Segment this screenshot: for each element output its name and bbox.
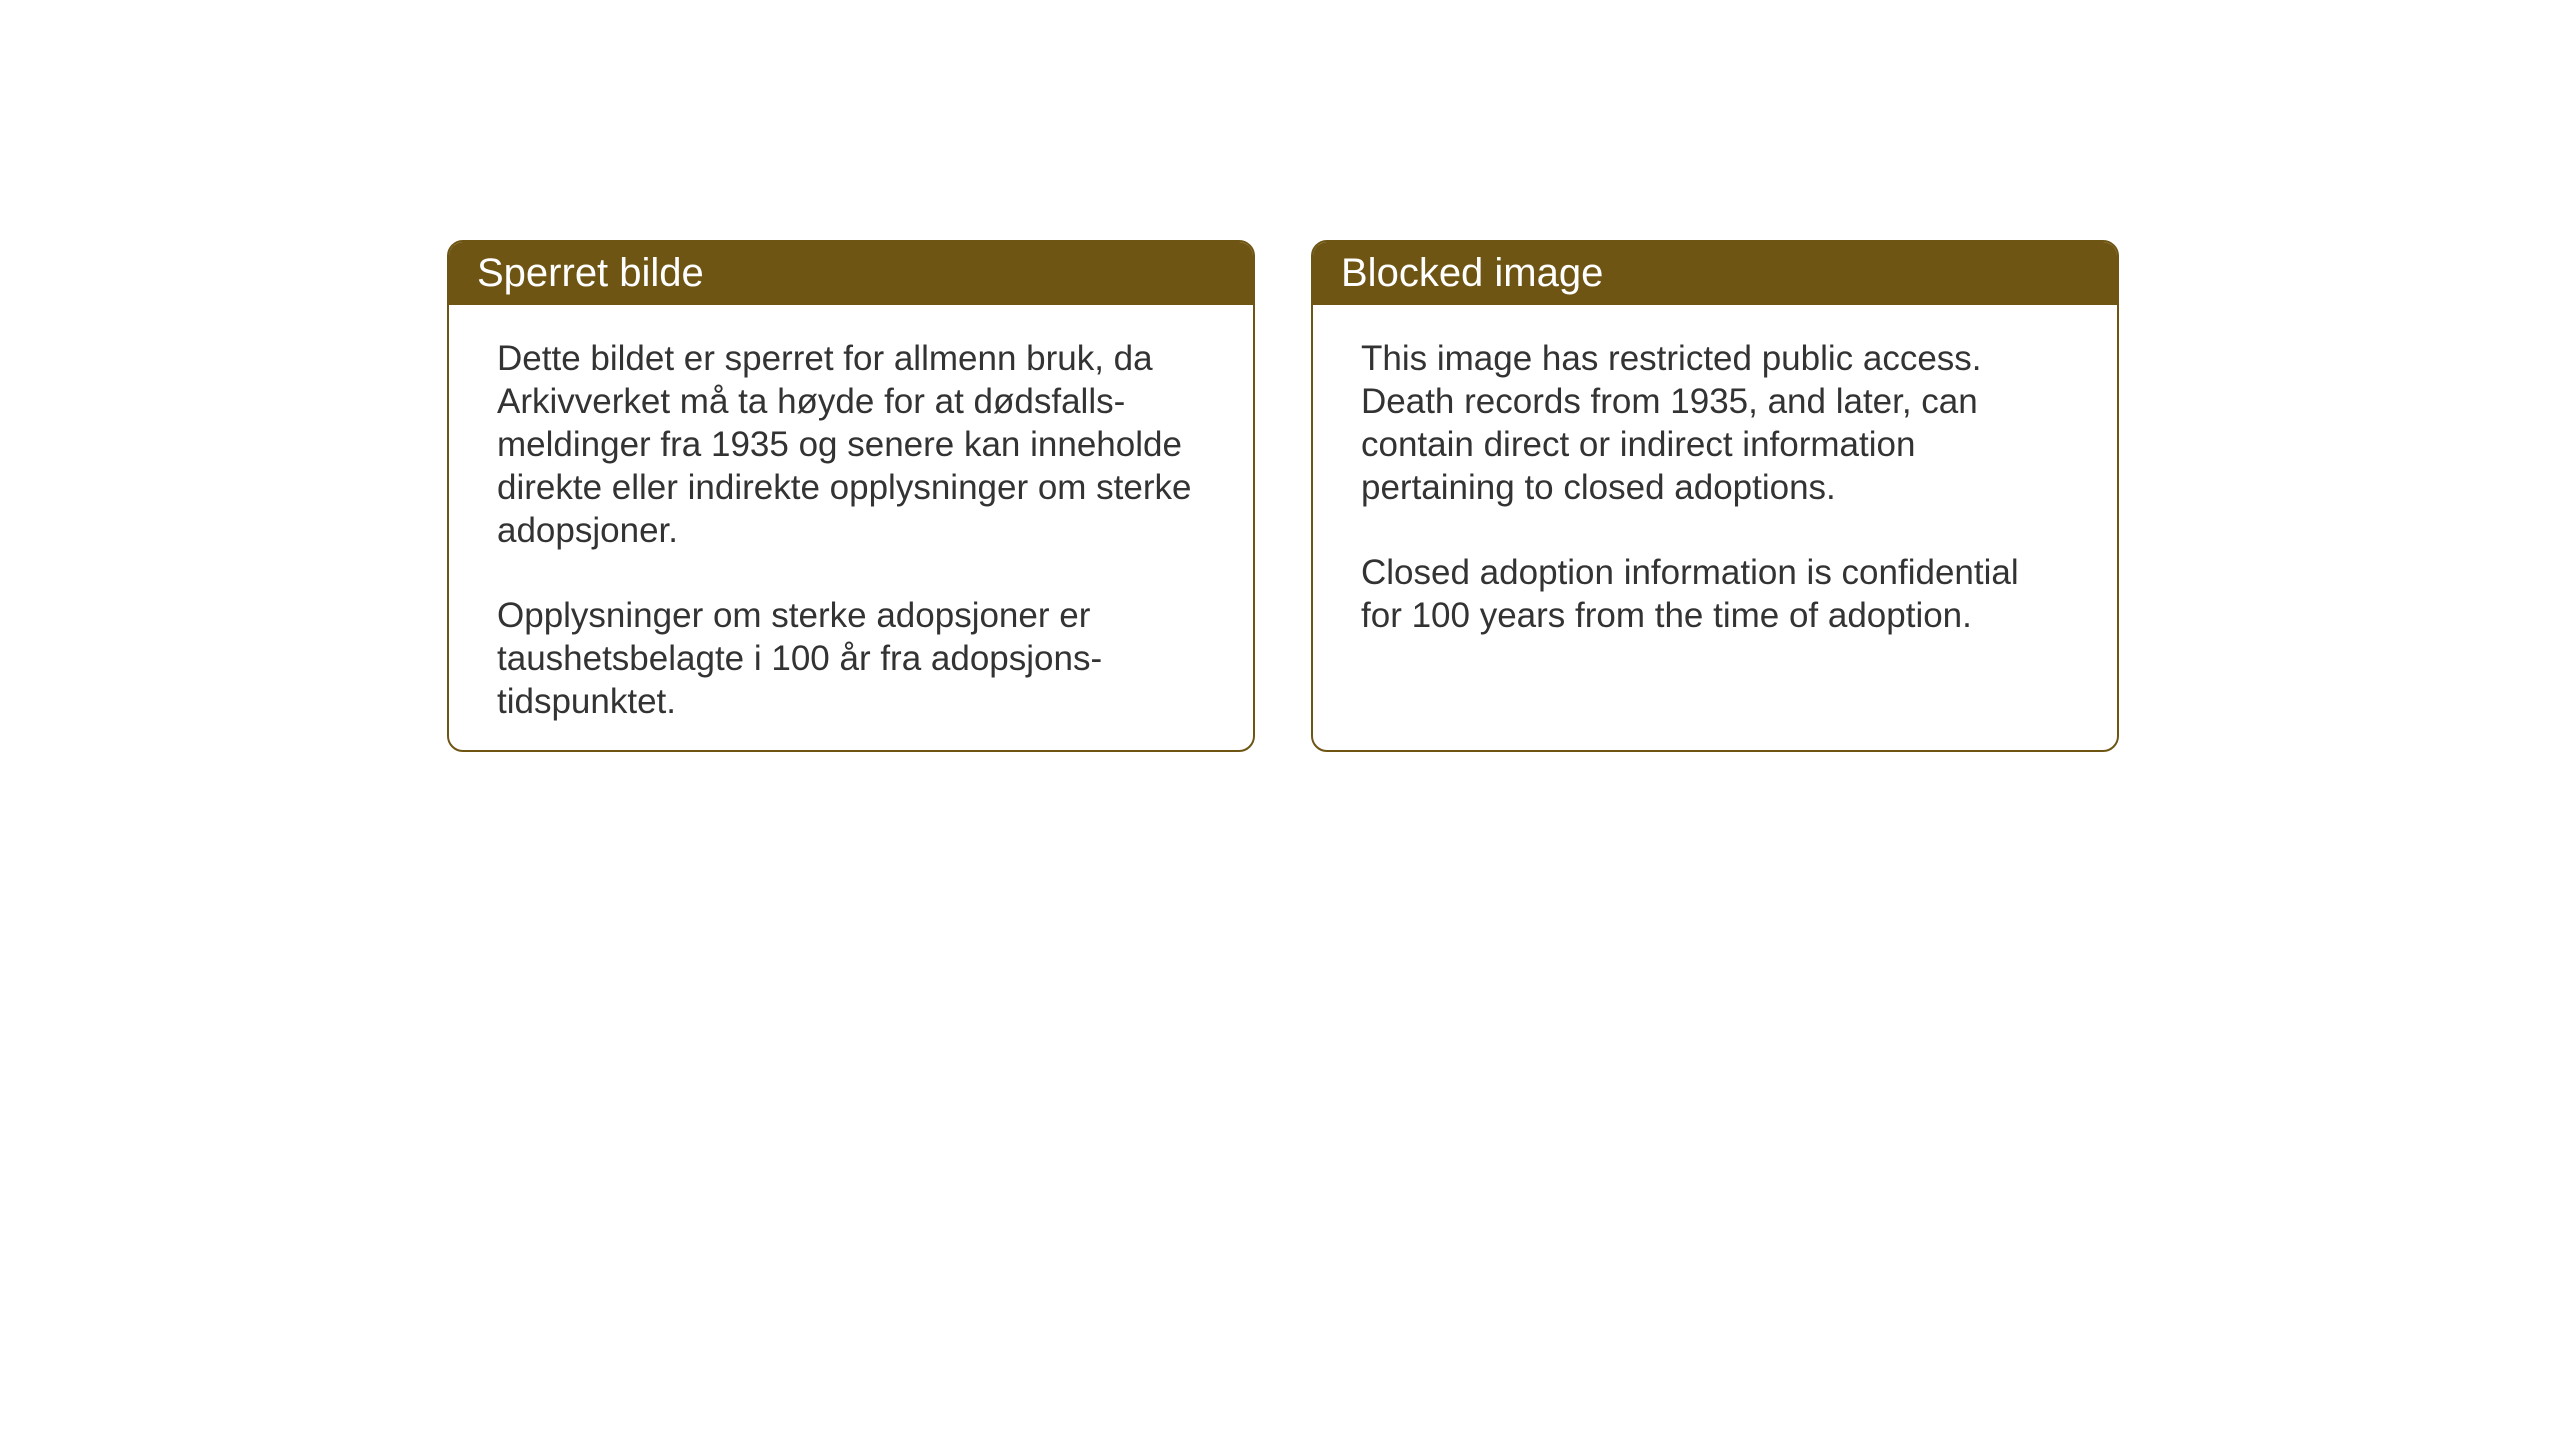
english-card-title: Blocked image bbox=[1313, 242, 2117, 305]
norwegian-card-body: Dette bildet er sperret for allmenn bruk… bbox=[449, 305, 1253, 752]
english-paragraph-1: This image has restricted public access.… bbox=[1361, 337, 2069, 509]
english-paragraph-2: Closed adoption information is confident… bbox=[1361, 551, 2069, 637]
english-card-body: This image has restricted public access.… bbox=[1313, 305, 2117, 669]
english-notice-card: Blocked image This image has restricted … bbox=[1311, 240, 2119, 752]
norwegian-paragraph-1: Dette bildet er sperret for allmenn bruk… bbox=[497, 337, 1205, 552]
norwegian-card-title: Sperret bilde bbox=[449, 242, 1253, 305]
norwegian-paragraph-2: Opplysninger om sterke adopsjoner er tau… bbox=[497, 594, 1205, 723]
norwegian-notice-card: Sperret bilde Dette bildet er sperret fo… bbox=[447, 240, 1255, 752]
notice-cards-container: Sperret bilde Dette bildet er sperret fo… bbox=[447, 240, 2119, 752]
